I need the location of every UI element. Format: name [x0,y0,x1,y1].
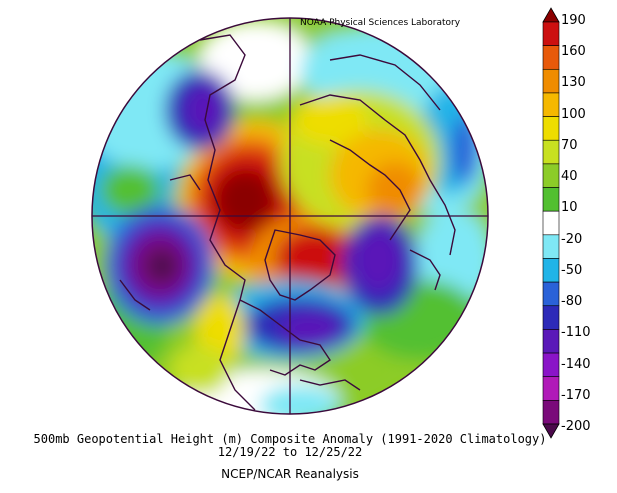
anomaly-field [92,18,488,414]
colorbar-tick-label: 10 [561,200,578,216]
colorbar-segment [542,329,560,354]
colorbar-tick-label: 40 [561,169,578,185]
colorbar-tick-label: 70 [561,137,578,153]
colorbar-tick-label: -110 [561,325,591,341]
colorbar-segment [542,258,560,283]
colorbar-segment [542,376,560,401]
colorbar-segment [542,92,560,117]
colorbar-tick-label: -80 [561,294,583,310]
colorbar-tick-label: 130 [561,75,586,91]
colorbar-tick-label: 160 [561,44,586,60]
colorbar-tick-label: -170 [561,387,591,403]
map-border [91,17,489,415]
caption-source: NCEP/NCAR Reanalysis [221,467,359,481]
colorbar-segment [542,352,560,378]
colorbar-tick-label: 190 [561,13,586,28]
colorbar-segment [542,21,560,46]
colorbar-tick-label: -200 [561,419,591,434]
colorbar-segment [542,116,560,141]
credit-label: NOAA Physical Sciences Laboratory [300,18,461,28]
colorbar-segment [542,234,560,259]
colorbar-segment [542,68,560,94]
colorbar-segment [542,210,560,236]
colorbar-tick-label: -50 [561,262,583,278]
colorbar-tick-label: -140 [561,356,591,372]
colorbar-top-arrow [542,7,560,23]
colorbar-segment [542,163,560,188]
coastlines [119,34,456,411]
colorbar-segment [542,305,560,330]
colorbar-tick-label: -20 [561,231,583,247]
colorbar-segment [542,400,560,425]
colorbar-tick-label: 100 [561,106,586,122]
colorbar-segment [542,187,560,212]
colorbar-segment [542,45,560,70]
colorbar-bottom-arrow [542,423,560,439]
colorbar-segment [542,139,560,165]
colorbar-segment [542,281,560,307]
caption-dates: 12/19/22 to 12/25/22 [217,445,363,459]
colorbar [542,7,560,439]
caption-title: 500mb Geopotential Height (m) Composite … [33,432,547,446]
